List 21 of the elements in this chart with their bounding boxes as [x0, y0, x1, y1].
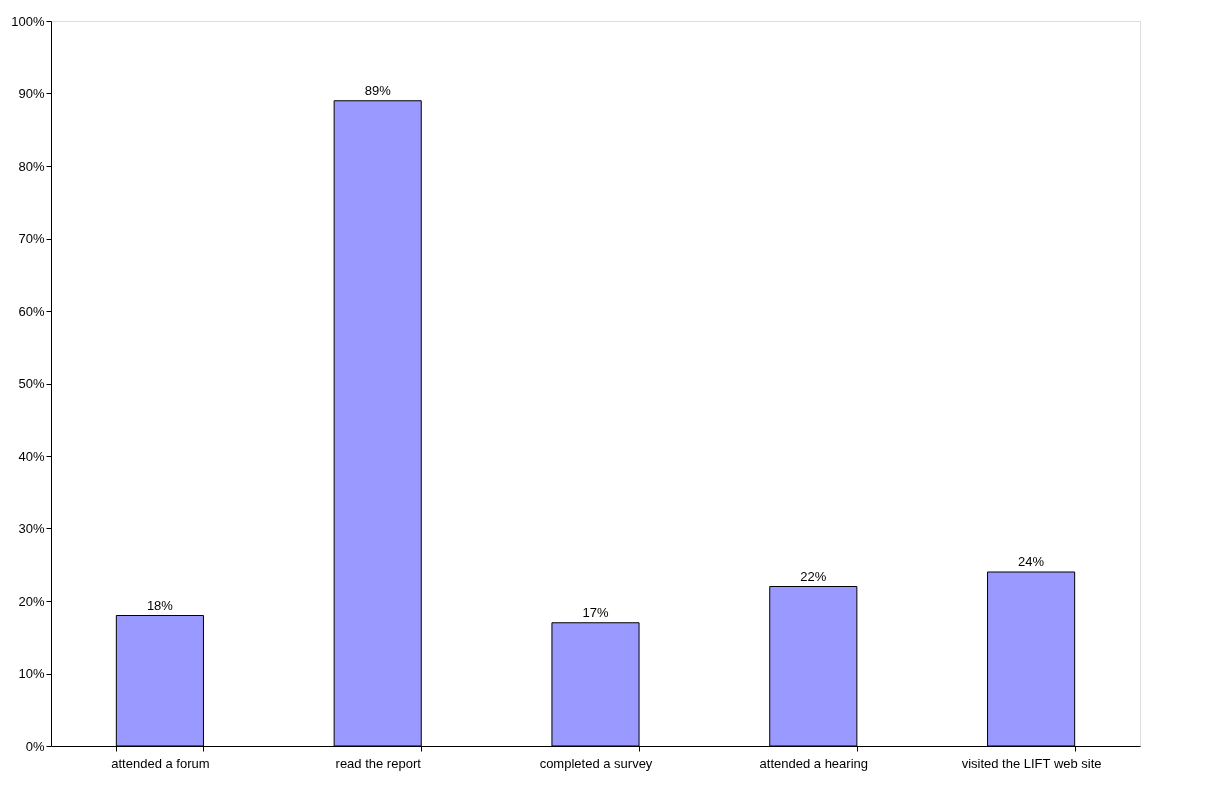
y-tick-label: 80% [18, 158, 45, 174]
data-label: 89% [364, 82, 392, 98]
y-tick-label: 60% [18, 303, 45, 319]
y-tick-label: 50% [18, 376, 45, 391]
data-label: 17% [582, 604, 609, 620]
y-tick-label: 10% [18, 666, 45, 681]
y-tick-label: 100% [11, 13, 45, 29]
y-tick-label: 20% [18, 593, 45, 609]
y-tick-label: 40% [18, 448, 45, 464]
x-tick-label: attended a hearing [759, 755, 869, 771]
x-tick-label: visited the LIFT web site [961, 755, 1102, 771]
data-label: 18% [146, 597, 174, 613]
y-tick-label: 70% [18, 231, 45, 246]
y-tick-label: 0% [25, 738, 45, 754]
x-tick-label: read the report [335, 755, 422, 771]
y-tick-label: 30% [18, 521, 45, 536]
x-tick-label: attended a forum [111, 755, 210, 771]
y-tick-label: 90% [18, 86, 45, 101]
x-tick-label: completed a survey [539, 755, 653, 771]
data-label: 22% [800, 568, 827, 584]
data-label: 24% [1018, 554, 1045, 569]
